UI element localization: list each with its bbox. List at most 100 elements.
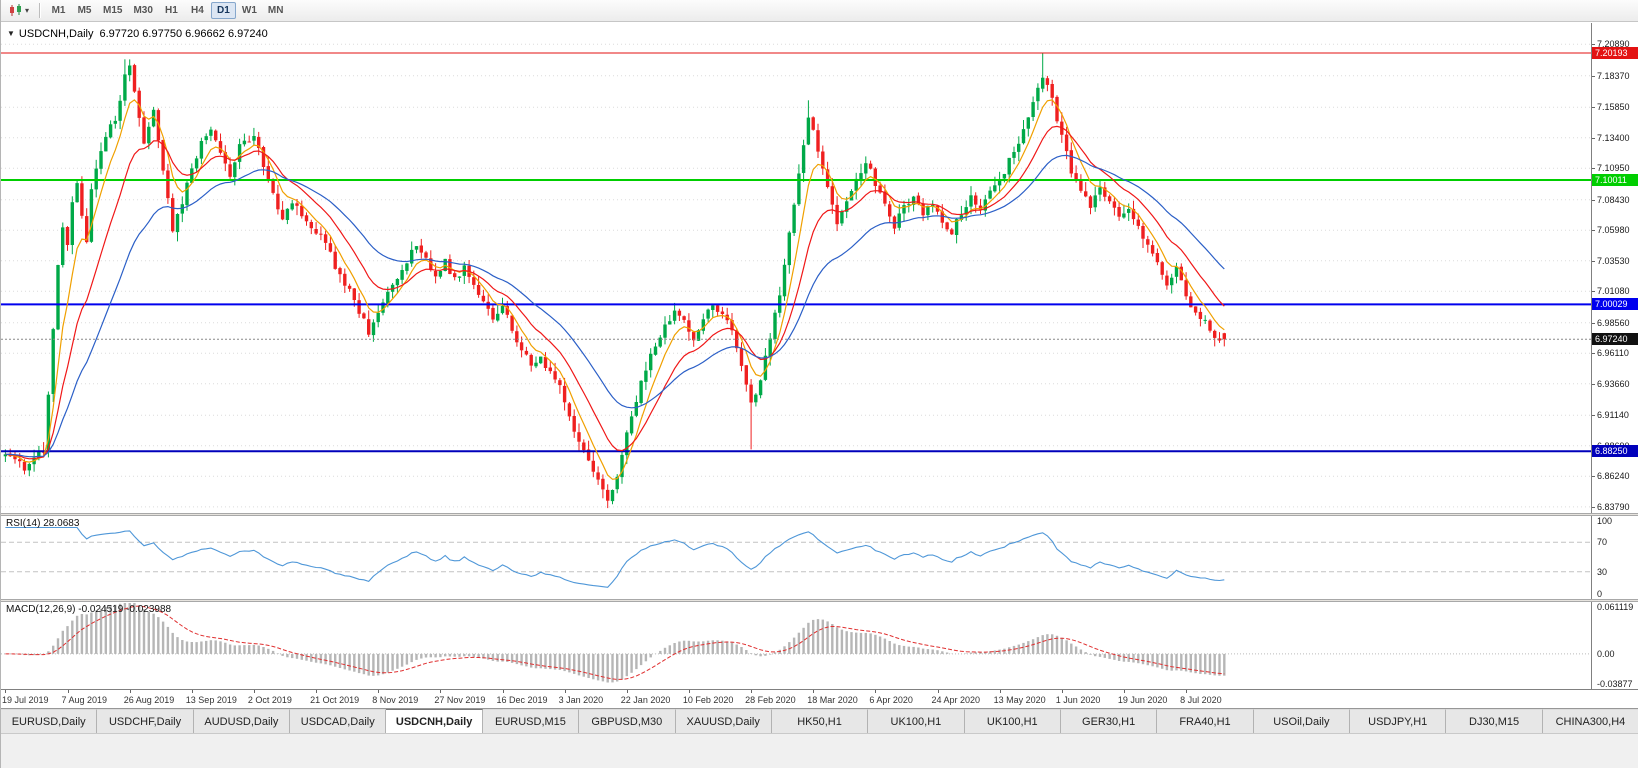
date-label: 19 Jun 2020 bbox=[1117, 695, 1168, 705]
toolbar: ▾ M1 M5 M15 M30 H1 H4 D1 W1 MN bbox=[1, 0, 1638, 22]
rsi-indicator-name: RSI(14) bbox=[6, 518, 41, 529]
timeframe-button-h1[interactable]: H1 bbox=[165, 5, 178, 16]
chart-title: ▼ USDCNH,Daily 6.97720 6.97750 6.96662 6.9… bbox=[7, 28, 268, 40]
price-tick-label: 7.08430 bbox=[1597, 194, 1630, 205]
date-label: 22 Jan 2020 bbox=[620, 695, 671, 705]
price-axis[interactable]: 7.20890 7.18370 7.15850 7.13400 7.10950 7.084… bbox=[1591, 23, 1638, 513]
chart-tab-usdjpy-h1[interactable]: USDJPY,H1 bbox=[1350, 709, 1447, 733]
date-label: 19 Jul 2019 bbox=[2, 695, 49, 705]
chart-tab-eurusd-m15[interactable]: EURUSD,M15 bbox=[482, 709, 580, 733]
chart-tab-hk50-h1[interactable]: HK50,H1 bbox=[771, 709, 869, 733]
chart-type-icon[interactable]: ▾ bbox=[5, 2, 33, 20]
chart-tab-xauusd-daily[interactable]: XAUUSD,Daily bbox=[675, 709, 772, 733]
panel-resize-separator[interactable] bbox=[1, 599, 1638, 602]
price-tick-label: 6.93660 bbox=[1597, 378, 1630, 389]
bottom-strip bbox=[1, 733, 1638, 768]
price-tick-mark bbox=[1592, 415, 1595, 417]
chart-tab-eurusd-daily[interactable]: EURUSD,Daily bbox=[1, 709, 98, 733]
macd-tick-label: 0.061119 bbox=[1597, 602, 1634, 613]
price-tick-mark bbox=[1592, 476, 1595, 478]
level-price-badge: 7.10011 bbox=[1592, 174, 1638, 186]
macd-panel[interactable]: MACD(12,26,9) -0.024519 -0.023988 bbox=[1, 602, 1591, 689]
date-tick-mark bbox=[378, 690, 380, 693]
date-tick-mark bbox=[1186, 690, 1188, 693]
chart-ohlc-values: 6.97720 6.97750 6.96662 6.97240 bbox=[99, 28, 268, 40]
date-label: 24 Apr 2020 bbox=[931, 695, 981, 705]
chart-tab-usoil-daily[interactable]: USOil,Daily bbox=[1253, 709, 1351, 733]
candlestick-plot-area[interactable] bbox=[1, 23, 1591, 513]
level-price-badge: 7.20193 bbox=[1592, 47, 1638, 59]
date-label: 18 Mar 2020 bbox=[807, 695, 858, 705]
price-tick-label: 7.10950 bbox=[1597, 163, 1630, 174]
chart-tab-china300-h4[interactable]: CHINA300,H4 bbox=[1542, 709, 1638, 733]
rsi-tick-label: 100 bbox=[1597, 516, 1613, 526]
price-tick-label: 7.03530 bbox=[1597, 255, 1630, 266]
chart-tabs: EURUSD,Daily USDCHF,Daily AUDUSD,Daily USDC… bbox=[1, 708, 1638, 733]
level-price-badge: 7.00029 bbox=[1592, 298, 1638, 311]
macd-label: MACD(12,26,9) -0.024519 -0.023988 bbox=[6, 604, 171, 615]
macd-indicator-name: MACD(12,26,9) bbox=[6, 604, 76, 615]
level-price-badge: 6.88250 bbox=[1592, 445, 1638, 458]
timeframe-button-w1[interactable]: W1 bbox=[241, 5, 257, 16]
timeframe-button-h4[interactable]: H4 bbox=[191, 5, 204, 16]
timeframe-button-m1[interactable]: M1 bbox=[51, 5, 66, 16]
date-tick-mark bbox=[875, 690, 877, 693]
chart-tab-fra40-h1[interactable]: FRA40,H1 bbox=[1157, 709, 1254, 733]
chart-tab-audusd-daily[interactable]: AUDUSD,Daily bbox=[193, 709, 291, 733]
date-tick-mark bbox=[191, 690, 193, 693]
date-axis[interactable]: 19 Jul 2019 7 Aug 2019 26 Aug 2019 13 Sep 2… bbox=[1, 689, 1638, 708]
price-tick-mark bbox=[1592, 322, 1595, 324]
chart-tab-uk100-h1[interactable]: UK100,H1 bbox=[964, 709, 1061, 733]
toolbar-separator bbox=[39, 3, 41, 18]
date-label: 13 Sep 2019 bbox=[185, 695, 237, 705]
chevron-down-icon: ▾ bbox=[25, 6, 30, 15]
timeframe-buttons: M1 M5 M15 M30 H1 H4 D1 W1 MN bbox=[46, 2, 289, 19]
rsi-chart-svg[interactable] bbox=[1, 516, 1591, 599]
date-tick-mark bbox=[1123, 690, 1125, 693]
chart-tab-usdchf-daily[interactable]: USDCHF,Daily bbox=[97, 709, 194, 733]
rsi-tick-label: 0 bbox=[1597, 589, 1603, 599]
date-label: 28 Feb 2020 bbox=[745, 695, 796, 705]
candlestick-chart-svg[interactable] bbox=[1, 23, 1591, 513]
price-tick-mark bbox=[1592, 137, 1595, 139]
date-tick-mark bbox=[5, 690, 7, 693]
price-tick-mark bbox=[1592, 260, 1595, 262]
price-tick-mark bbox=[1592, 107, 1595, 109]
date-tick-mark bbox=[67, 690, 69, 693]
date-tick-mark bbox=[937, 690, 939, 693]
date-tick-mark bbox=[253, 690, 255, 693]
chart-tab-ger30-h1[interactable]: GER30,H1 bbox=[1060, 709, 1158, 733]
price-tick-mark bbox=[1592, 230, 1595, 232]
timeframe-button-m30[interactable]: M30 bbox=[133, 5, 153, 16]
date-label: 27 Nov 2019 bbox=[434, 695, 486, 705]
macd-plot-area[interactable] bbox=[1, 602, 1591, 689]
timeframe-button-d1[interactable]: D1 bbox=[210, 2, 236, 19]
rsi-tick-label: 30 bbox=[1597, 566, 1608, 577]
timeframe-button-mn[interactable]: MN bbox=[267, 5, 284, 16]
price-tick-label: 7.20890 bbox=[1597, 39, 1630, 50]
chart-tab-usdcnh-daily[interactable]: USDCNH,Daily bbox=[386, 709, 483, 733]
price-tick-label: 6.83790 bbox=[1597, 501, 1630, 512]
rsi-plot-area[interactable] bbox=[1, 516, 1591, 599]
rsi-value: 28.0683 bbox=[43, 518, 80, 529]
rsi-tick-label: 70 bbox=[1597, 537, 1608, 548]
rsi-axis[interactable]: 100 70 30 0 bbox=[1591, 516, 1638, 599]
main-price-chart[interactable]: ▼ USDCNH,Daily 6.97720 6.97750 6.96662 6.9… bbox=[1, 23, 1591, 513]
chart-tab-dj30-m15[interactable]: DJ30,M15 bbox=[1446, 709, 1543, 733]
chart-tab-uk100-h1[interactable]: UK100,H1 bbox=[868, 709, 965, 733]
macd-chart-svg[interactable] bbox=[1, 602, 1591, 689]
macd-axis[interactable]: 0.061119 0.00 -0.03877 bbox=[1591, 602, 1638, 689]
date-label: 6 Apr 2020 bbox=[869, 695, 913, 705]
chart-tab-usdcad-daily[interactable]: USDCAD,Daily bbox=[290, 709, 387, 733]
timeframe-button-m5[interactable]: M5 bbox=[77, 5, 92, 16]
price-tick-label: 7.13400 bbox=[1597, 132, 1630, 143]
panel-resize-separator[interactable] bbox=[1, 513, 1638, 516]
price-tick-label: 6.91140 bbox=[1597, 410, 1629, 421]
date-label: 1 Jun 2020 bbox=[1055, 695, 1101, 705]
rsi-panel[interactable]: RSI(14) 28.0683 bbox=[1, 516, 1591, 599]
date-label: 8 Nov 2019 bbox=[372, 695, 419, 705]
date-tick-mark bbox=[999, 690, 1001, 693]
chart-tab-gbpusd-m30[interactable]: GBPUSD,M30 bbox=[579, 709, 676, 733]
date-tick-mark bbox=[316, 690, 318, 693]
timeframe-button-m15[interactable]: M15 bbox=[103, 5, 123, 16]
